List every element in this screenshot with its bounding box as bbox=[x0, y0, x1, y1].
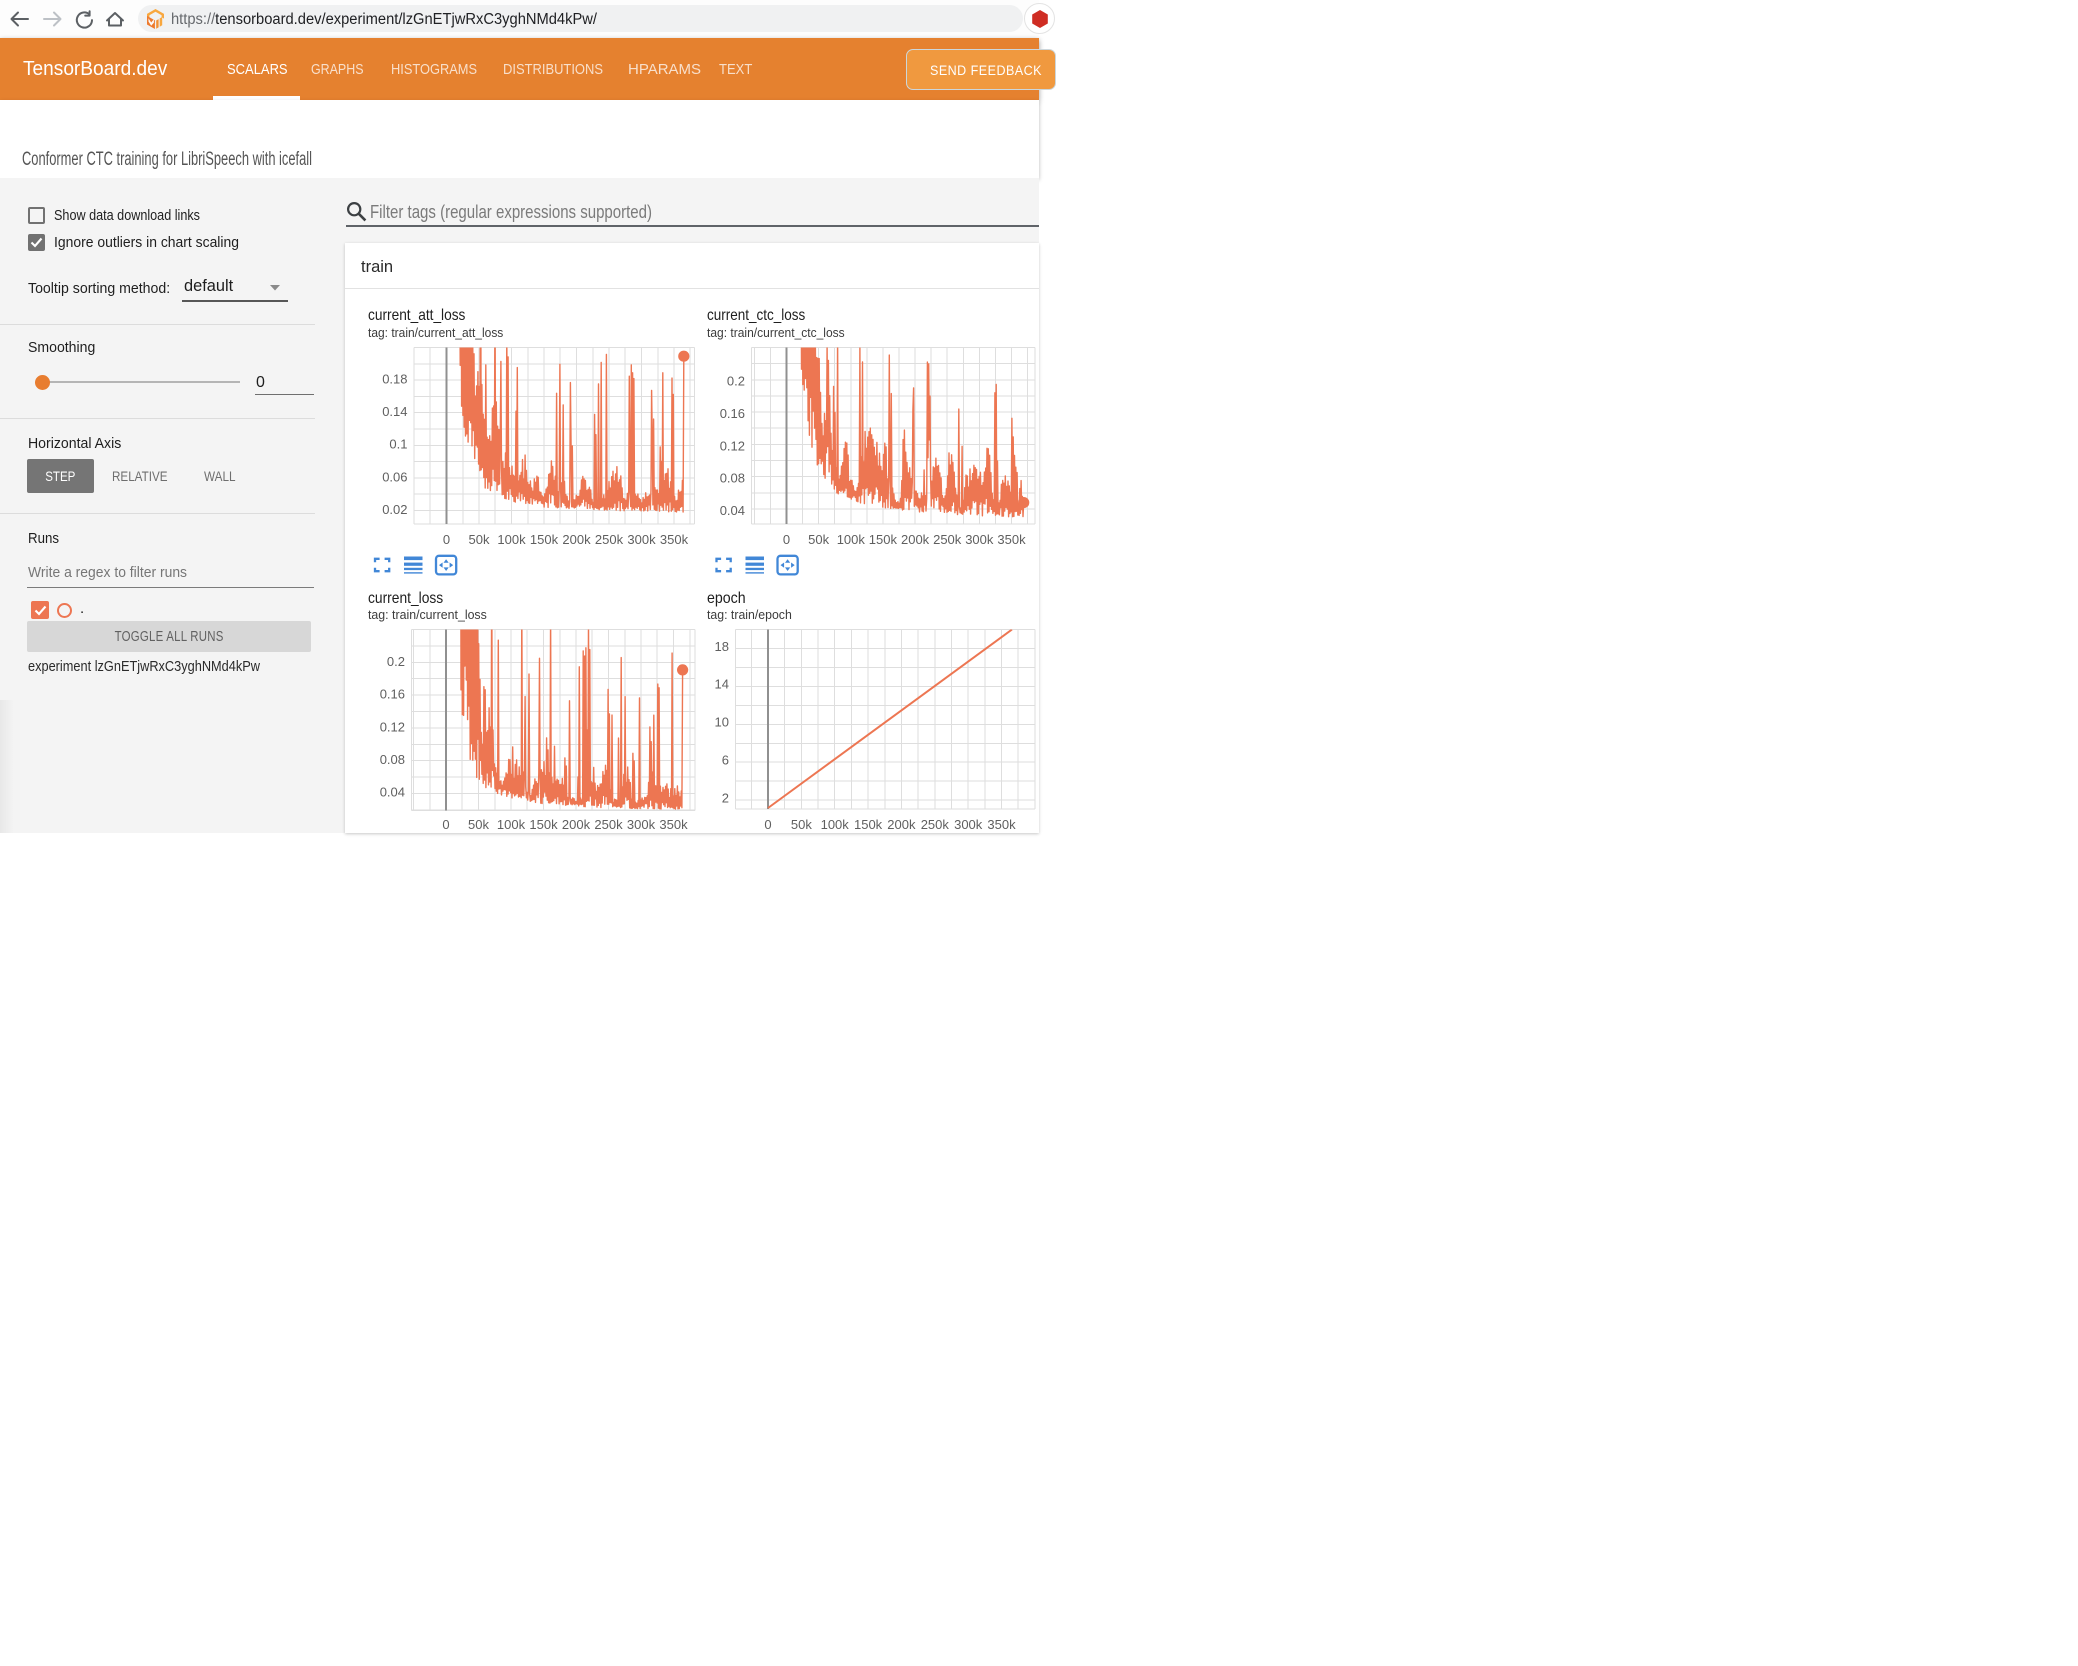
svg-text:350k: 350k bbox=[997, 532, 1026, 547]
svg-text:50k: 50k bbox=[469, 532, 490, 547]
svg-text:0.2: 0.2 bbox=[387, 654, 405, 669]
svg-text:100k: 100k bbox=[837, 532, 866, 547]
svg-text:250k: 250k bbox=[594, 817, 623, 832]
svg-text:200k: 200k bbox=[887, 817, 916, 832]
svg-text:50k: 50k bbox=[808, 532, 829, 547]
svg-text:100k: 100k bbox=[497, 532, 526, 547]
svg-text:150k: 150k bbox=[854, 817, 883, 832]
svg-text:0: 0 bbox=[442, 817, 449, 832]
svg-text:150k: 150k bbox=[529, 817, 558, 832]
svg-text:300k: 300k bbox=[954, 817, 983, 832]
svg-text:0.16: 0.16 bbox=[720, 406, 745, 421]
svg-text:0.02: 0.02 bbox=[382, 502, 407, 517]
svg-text:0.14: 0.14 bbox=[382, 404, 407, 419]
svg-text:50k: 50k bbox=[791, 817, 812, 832]
svg-text:100k: 100k bbox=[821, 817, 850, 832]
svg-text:10: 10 bbox=[715, 715, 729, 730]
svg-text:0.12: 0.12 bbox=[380, 719, 405, 734]
svg-text:6: 6 bbox=[722, 753, 729, 768]
svg-text:300k: 300k bbox=[965, 532, 994, 547]
svg-text:250k: 250k bbox=[595, 532, 624, 547]
svg-text:0: 0 bbox=[443, 532, 450, 547]
svg-text:350k: 350k bbox=[659, 817, 688, 832]
svg-text:0.08: 0.08 bbox=[720, 471, 745, 486]
svg-text:100k: 100k bbox=[497, 817, 526, 832]
svg-text:150k: 150k bbox=[869, 532, 898, 547]
svg-text:14: 14 bbox=[715, 677, 729, 692]
svg-text:0.16: 0.16 bbox=[380, 687, 405, 702]
svg-text:18: 18 bbox=[715, 639, 729, 654]
svg-text:0: 0 bbox=[783, 532, 790, 547]
svg-text:0.06: 0.06 bbox=[382, 469, 407, 484]
svg-text:50k: 50k bbox=[468, 817, 489, 832]
svg-text:300k: 300k bbox=[627, 532, 656, 547]
svg-text:0.18: 0.18 bbox=[382, 371, 407, 386]
svg-text:0.08: 0.08 bbox=[380, 752, 405, 767]
svg-text:0.1: 0.1 bbox=[389, 437, 407, 452]
svg-text:0.04: 0.04 bbox=[720, 503, 745, 518]
svg-text:300k: 300k bbox=[627, 817, 656, 832]
svg-text:350k: 350k bbox=[987, 817, 1016, 832]
svg-text:250k: 250k bbox=[933, 532, 962, 547]
svg-text:2: 2 bbox=[722, 791, 729, 806]
svg-text:200k: 200k bbox=[562, 817, 591, 832]
svg-text:200k: 200k bbox=[562, 532, 591, 547]
svg-text:0: 0 bbox=[764, 817, 771, 832]
svg-text:250k: 250k bbox=[921, 817, 950, 832]
svg-text:150k: 150k bbox=[530, 532, 559, 547]
svg-text:200k: 200k bbox=[901, 532, 930, 547]
svg-text:0.2: 0.2 bbox=[727, 374, 745, 389]
svg-text:350k: 350k bbox=[660, 532, 689, 547]
svg-text:0.12: 0.12 bbox=[720, 438, 745, 453]
svg-text:0.04: 0.04 bbox=[380, 785, 405, 800]
